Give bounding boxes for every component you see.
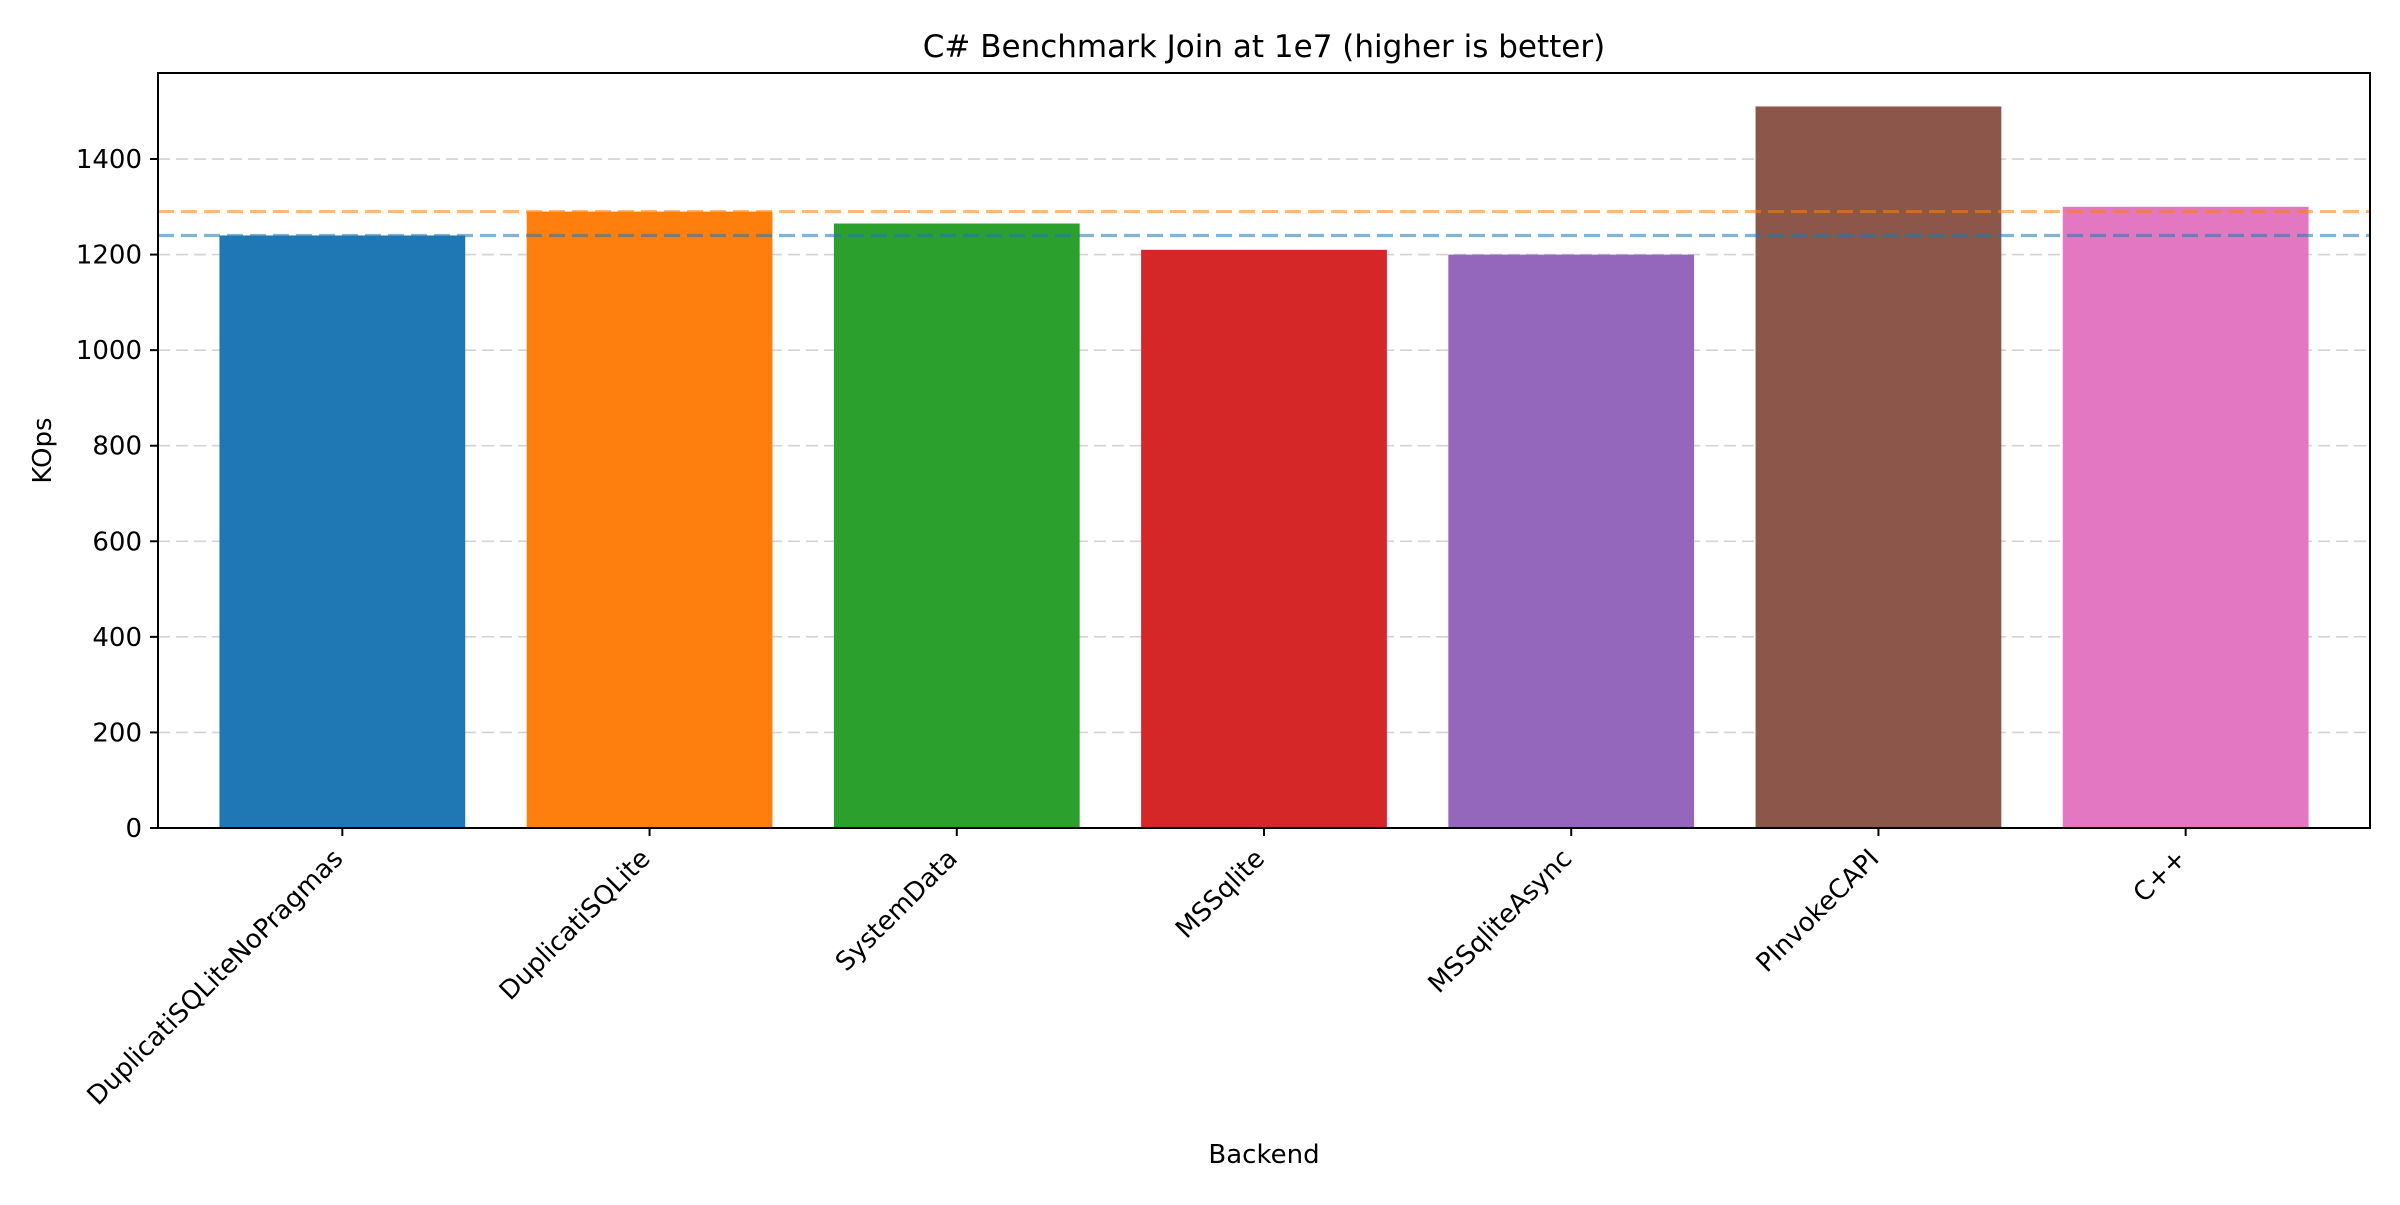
y-tick-label: 600 (92, 527, 142, 557)
x-tick-label: SystemData (830, 844, 964, 978)
y-tick-label: 400 (92, 623, 142, 653)
y-tick-label: 1200 (76, 241, 142, 271)
x-tick-label: C++ (2128, 844, 2193, 909)
x-axis-label: Backend (1208, 1140, 1319, 1170)
chart-title: C# Benchmark Join at 1e7 (higher is bett… (923, 29, 1605, 65)
x-tick-label: DuplicatiSQLiteNoPragmas (82, 844, 350, 1112)
x-axis-ticks: DuplicatiSQLiteNoPragmas DuplicatiSQLite S… (82, 828, 2193, 1111)
x-tick-label: PInvokeCAPI (1751, 844, 1886, 979)
bar-mssqlite (1141, 249, 1387, 828)
bar-c- (2062, 206, 2309, 828)
reference-lines (158, 209, 2370, 238)
bar-layer (219, 106, 2309, 829)
y-tick-label: 200 (92, 718, 142, 748)
bar-mssqliteasync (1448, 254, 1695, 828)
x-tick-label: MSSqlite (1170, 844, 1271, 945)
bar-systemdata (833, 223, 1080, 828)
y-axis-ticks: 0 200 400 600 800 1000 1200 1400 (76, 145, 158, 844)
y-tick-label: 1400 (76, 145, 142, 175)
bar-pinvokecapi (1755, 106, 2002, 829)
x-tick-label: DuplicatiSQLite (494, 844, 657, 1007)
bar-duplicatisqlite (526, 211, 773, 829)
y-tick-label: 800 (92, 432, 142, 462)
y-axis-label: KOps (28, 417, 58, 483)
y-tick-label: 1000 (76, 336, 142, 366)
bar-duplicatisqlitenopragmas (219, 235, 466, 828)
x-tick-label: MSSqliteAsync (1423, 844, 1579, 1000)
y-tick-label: 0 (125, 814, 142, 844)
